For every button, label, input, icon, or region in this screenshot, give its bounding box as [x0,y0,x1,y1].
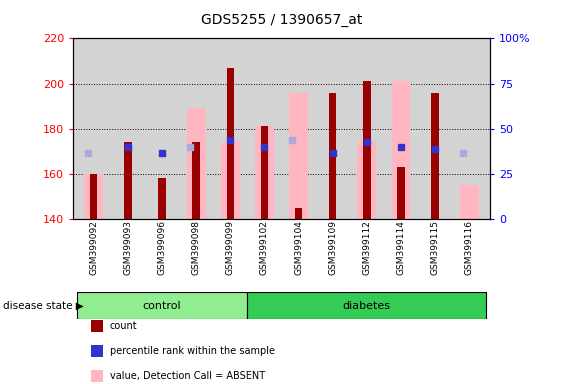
Bar [295,208,302,219]
Bar [255,126,274,219]
Text: disease state ▶: disease state ▶ [3,301,83,311]
Bar [392,81,410,219]
Bar [431,93,439,219]
Bar [90,174,97,219]
Bar [226,68,234,219]
Bar [84,174,103,219]
Bar [193,142,200,219]
Bar [158,178,166,219]
Bar [329,93,337,219]
Text: diabetes: diabetes [343,301,391,311]
Text: GDS5255 / 1390657_at: GDS5255 / 1390657_at [201,13,362,27]
Bar [187,108,205,219]
Bar [358,142,376,219]
Bar [460,185,479,219]
Bar [363,81,370,219]
Bar [91,345,103,357]
Bar [221,142,240,219]
Bar [91,370,103,382]
Text: control: control [142,301,181,311]
Text: percentile rank within the sample: percentile rank within the sample [110,346,275,356]
Bar [261,126,268,219]
Bar [397,167,405,219]
Bar [91,320,103,332]
Text: value, Detection Call = ABSENT: value, Detection Call = ABSENT [110,371,265,381]
Bar [124,142,132,219]
Bar [247,292,486,319]
Bar [289,93,308,219]
Text: count: count [110,321,137,331]
Bar [77,292,247,319]
